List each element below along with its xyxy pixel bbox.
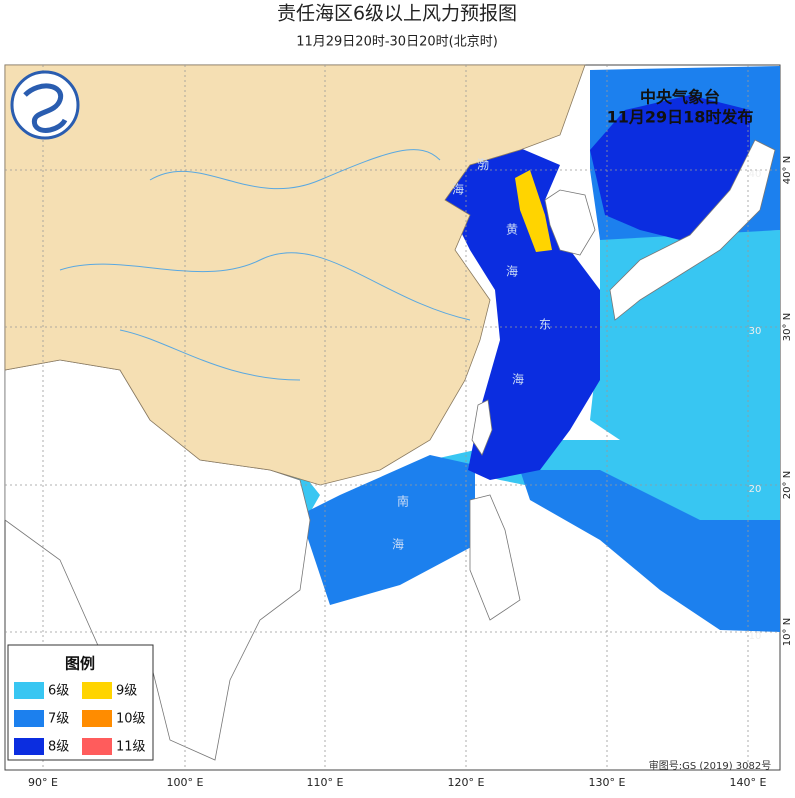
title: 责任海区6级以上风力预报图 [277, 3, 517, 25]
river [59, 149, 471, 381]
lon-label: 120° E [448, 776, 485, 789]
approval-number: 审图号:GS (2019) 3082号 [649, 759, 772, 772]
lat-label: 10 [749, 631, 762, 642]
issue-time: 11月29日18时发布 [607, 108, 754, 127]
lon-label: 130° E [589, 776, 626, 789]
sea-label: 渤 [477, 158, 489, 172]
sea-label: 南 [397, 494, 409, 509]
legend-label: 11级 [116, 740, 146, 755]
sea-label: 海 [506, 264, 518, 279]
legend-title: 图例 [65, 655, 95, 673]
lat-label: 20 [749, 484, 762, 495]
lon-label: 110° E [307, 776, 344, 789]
lat-edge-label: 40° N [782, 156, 793, 184]
legend-swatch [14, 710, 44, 727]
wind-area [300, 455, 475, 605]
legend-label: 10级 [116, 712, 146, 727]
lat-edge-label: 20° N [782, 471, 793, 499]
legend-label: 9级 [116, 684, 137, 699]
sea-label: 黄 [506, 223, 518, 237]
wind-area [520, 470, 780, 632]
land-japan [609, 139, 776, 321]
wind-area [590, 95, 750, 240]
lon-label: 100° E [167, 776, 204, 789]
lon-label: 140° E [730, 776, 767, 789]
sea-label: 海 [452, 182, 464, 197]
logo-mark [23, 83, 68, 133]
graticule [5, 65, 780, 770]
lat-label: 40 [749, 169, 762, 180]
lon-label: 90° E [28, 776, 58, 789]
lat-label: 30 [749, 326, 762, 337]
legend-swatch [82, 710, 112, 727]
land-taiwan [471, 399, 493, 456]
legend-label: 6级 [48, 684, 69, 699]
land-korea [544, 189, 596, 256]
lat-edge-label: 10° N [782, 618, 793, 646]
subtitle: 11月29日20时-30日20时(北京时) [296, 35, 498, 50]
legend-swatch [82, 682, 112, 699]
sea-label: 东 [539, 318, 551, 332]
agency: 中央气象台 [640, 88, 720, 107]
legend-label: 7级 [48, 712, 69, 727]
legend: 图例 6级 9级 7级 10级 8级 11级 [7, 644, 154, 761]
sea-label: 海 [392, 537, 404, 552]
land-philippines [469, 494, 521, 621]
map-frame: 中央气象台 11月29日18时发布 审图号:GS (2019) 3082号 [4, 64, 781, 772]
legend-swatch [14, 738, 44, 755]
sea-label: 海 [512, 372, 524, 387]
legend-label: 8级 [48, 740, 69, 755]
legend-swatch [82, 738, 112, 755]
legend-swatch [14, 682, 44, 699]
wind-area [515, 170, 552, 252]
lat-edge-label: 30° N [782, 313, 793, 341]
